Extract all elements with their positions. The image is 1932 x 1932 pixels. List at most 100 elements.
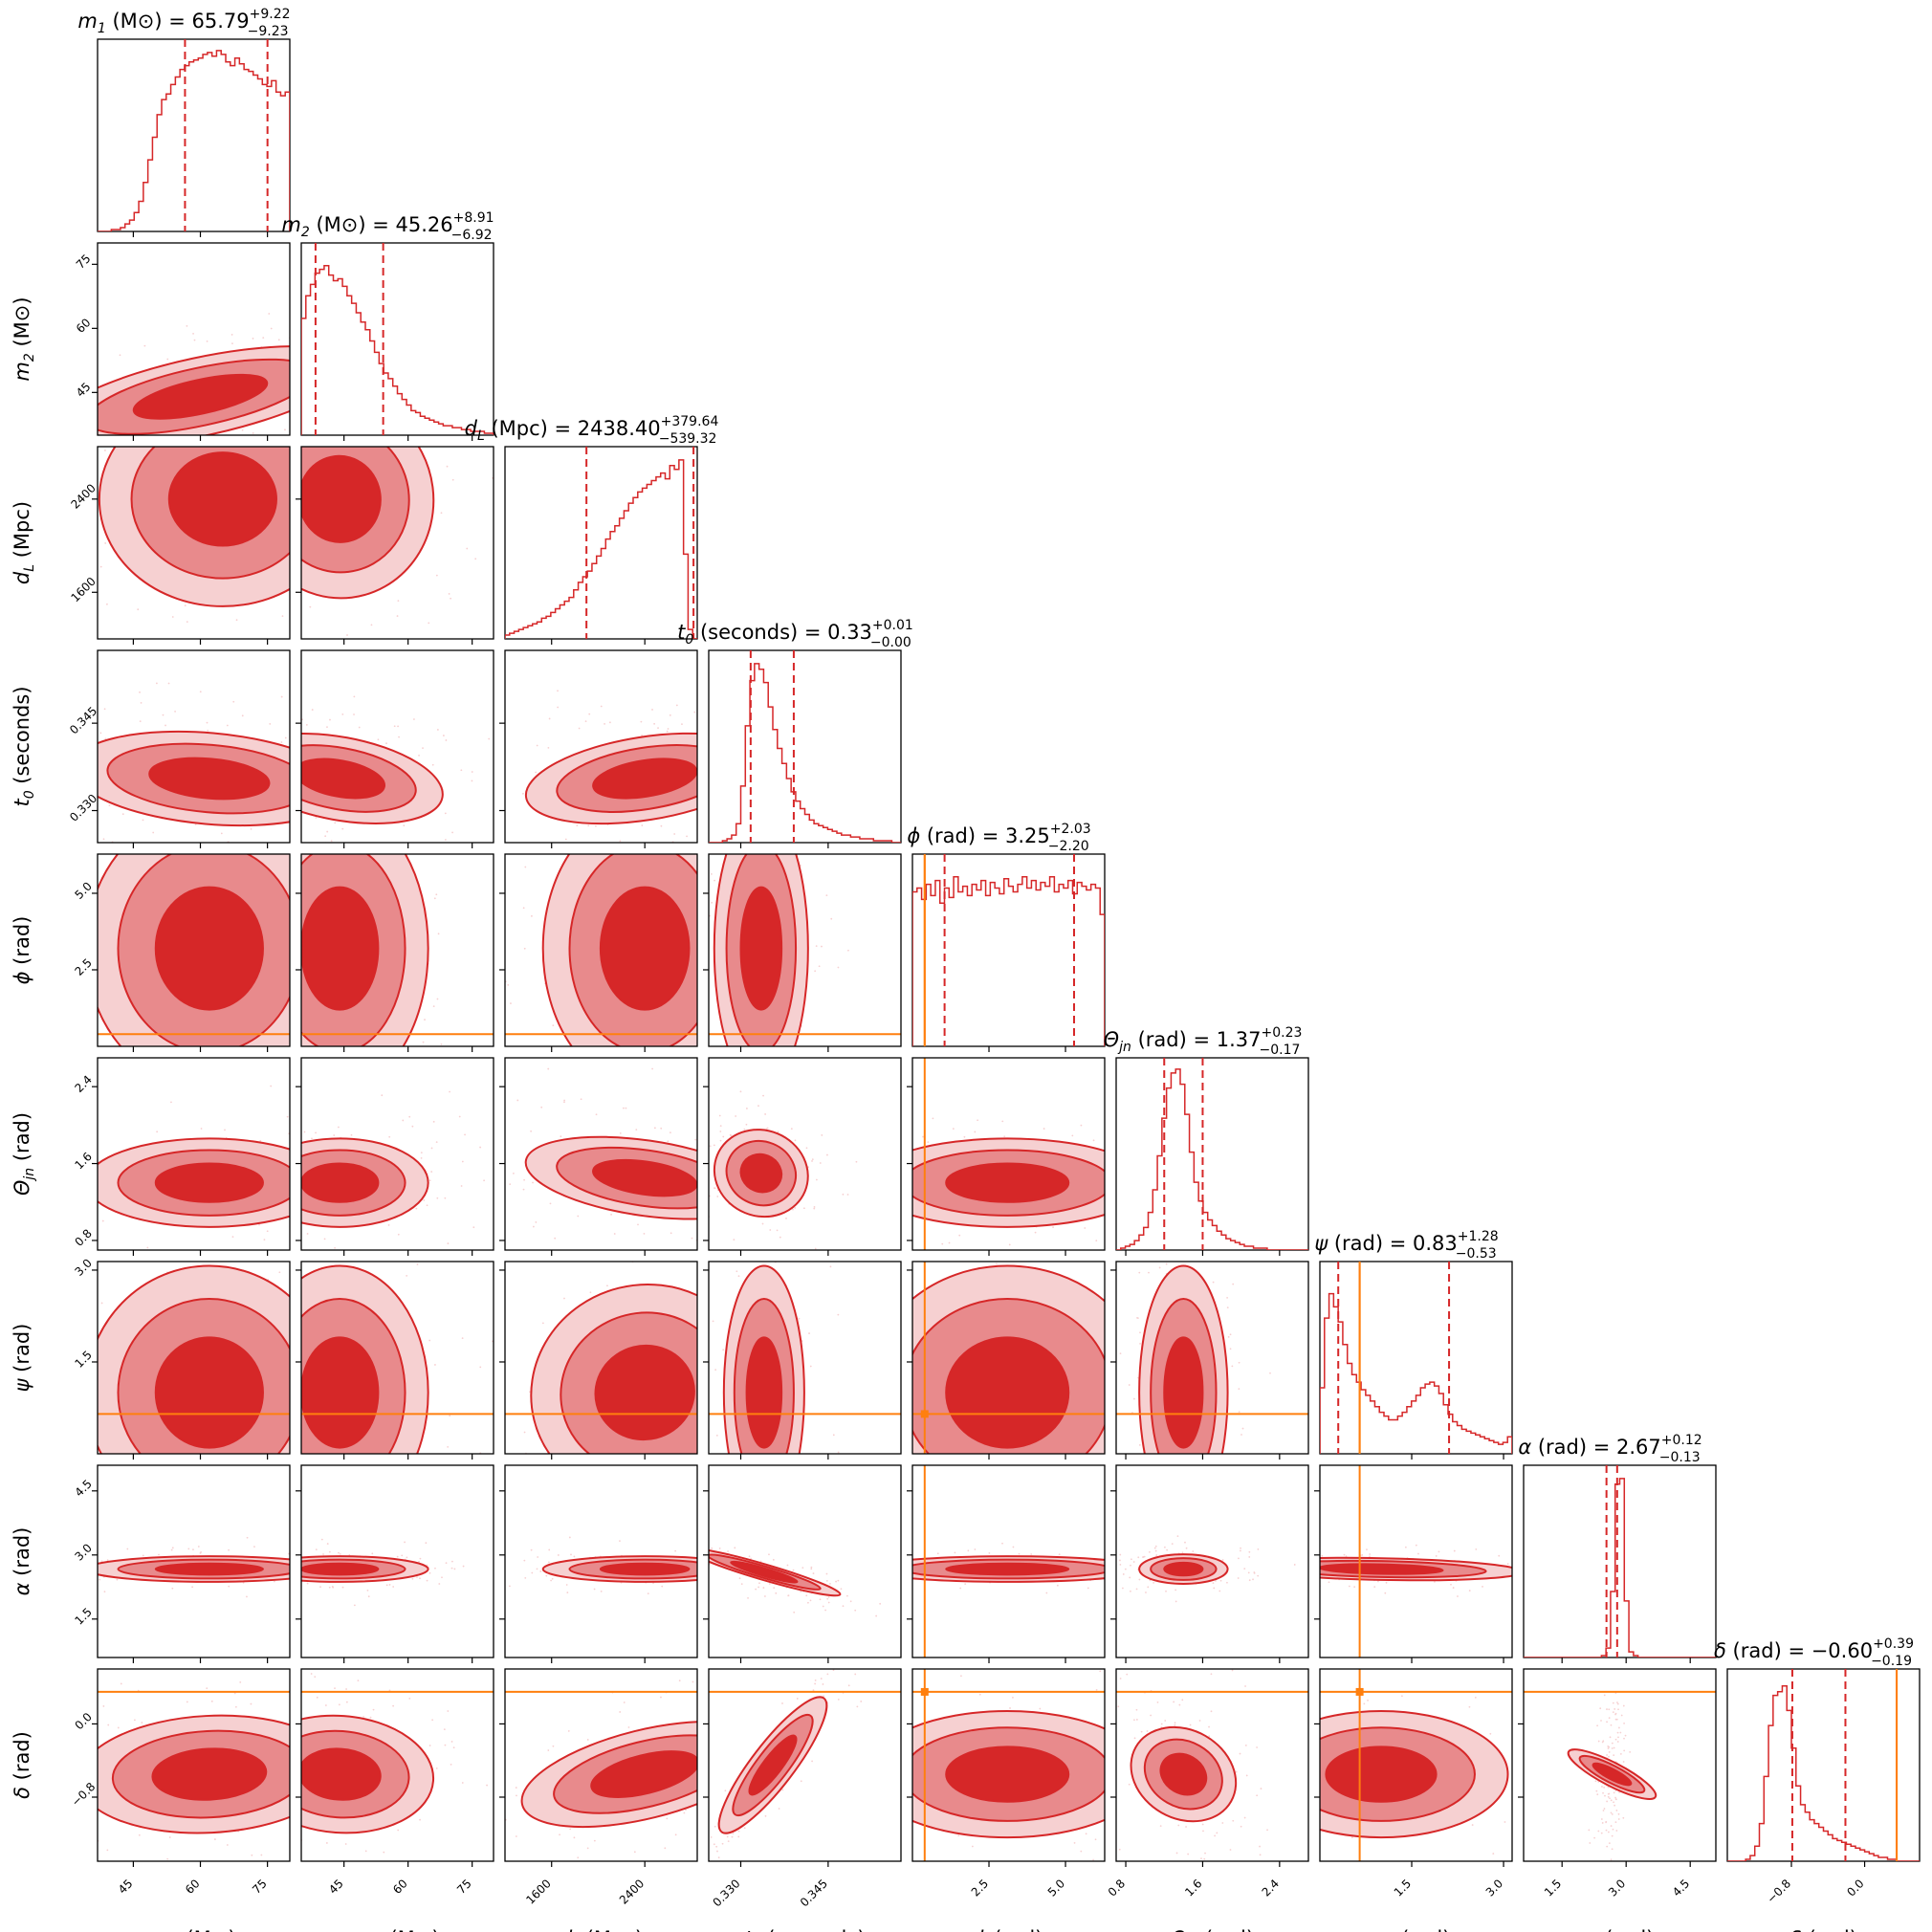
- sample-point: [831, 1451, 833, 1453]
- sample-point: [805, 1594, 808, 1597]
- sample-point: [1244, 1745, 1247, 1746]
- sample-point: [1237, 1577, 1240, 1579]
- sample-point: [664, 1847, 667, 1850]
- sample-point: [739, 1478, 741, 1480]
- sample-point: [620, 1047, 622, 1049]
- sample-point: [424, 1019, 426, 1021]
- sample-point: [281, 615, 284, 618]
- sample-point: [82, 1566, 84, 1568]
- sample-point: [292, 756, 294, 757]
- sample-point: [830, 1239, 832, 1240]
- sample-point: [660, 1127, 663, 1130]
- sample-point: [536, 1568, 538, 1570]
- sample-point: [701, 1549, 703, 1551]
- sample-point: [785, 1218, 787, 1219]
- sample-point: [852, 1190, 854, 1192]
- sample-point: [773, 1595, 775, 1597]
- sample-point: [1248, 1550, 1251, 1553]
- sample-point: [92, 1418, 94, 1420]
- sample-point: [766, 1052, 768, 1054]
- sample-point: [563, 1297, 565, 1300]
- sample-point: [1274, 1572, 1276, 1574]
- sample-point: [763, 1559, 765, 1561]
- sample-point: [698, 766, 700, 768]
- sample-point: [824, 1234, 826, 1236]
- sample-point: [1220, 1228, 1222, 1230]
- sample-point: [654, 1543, 656, 1545]
- sample-point: [783, 1608, 785, 1610]
- sample-point: [951, 1530, 953, 1532]
- sample-point: [1119, 1566, 1121, 1568]
- sample-point: [832, 1434, 835, 1437]
- sample-point: [724, 1073, 726, 1075]
- sample-point: [596, 1518, 598, 1520]
- sample-point: [46, 1219, 48, 1221]
- sample-point: [369, 1716, 372, 1719]
- sample-point: [834, 1255, 836, 1257]
- sample-point: [214, 436, 216, 438]
- sample-point: [283, 439, 285, 441]
- sample-point: [1276, 1583, 1278, 1585]
- sample-point: [794, 847, 796, 849]
- sample-point: [713, 987, 714, 989]
- sample-point: [788, 1233, 790, 1235]
- sample-point: [1159, 1825, 1162, 1828]
- sample-point: [259, 1139, 262, 1142]
- sample-point: [326, 1543, 329, 1545]
- sample-point: [718, 729, 720, 731]
- sample-point: [807, 1601, 809, 1604]
- sample-point: [810, 1568, 813, 1570]
- sample-point: [1232, 1570, 1234, 1572]
- sample-point: [889, 1560, 891, 1562]
- sample-point: [669, 1519, 670, 1521]
- sample-point: [448, 593, 450, 595]
- sample-point: [294, 1328, 296, 1329]
- sample-point: [319, 1586, 321, 1589]
- sample-point: [1189, 1723, 1192, 1726]
- sample-point: [753, 795, 755, 797]
- sample-point: [1135, 1194, 1137, 1196]
- sample-point: [5, 439, 7, 441]
- sample-point: [716, 1540, 718, 1542]
- sample-point: [296, 1170, 297, 1172]
- sample-point: [296, 484, 298, 486]
- sample-point: [857, 1596, 859, 1598]
- sample-point: [1506, 1563, 1509, 1566]
- sample-point: [1226, 1862, 1228, 1864]
- sample-point: [490, 1038, 492, 1040]
- sample-point: [721, 1842, 724, 1845]
- sample-point: [1050, 1504, 1052, 1505]
- sample-point: [1122, 1367, 1124, 1369]
- sample-point: [686, 1079, 688, 1081]
- sample-point: [1080, 1850, 1083, 1853]
- sample-point: [1187, 1111, 1189, 1113]
- sample-point: [304, 845, 306, 847]
- sample-point: [1185, 1228, 1187, 1230]
- sample-point: [51, 495, 53, 497]
- sample-point: [1045, 1471, 1047, 1473]
- sample-point: [298, 1548, 300, 1549]
- sample-point: [619, 1131, 622, 1134]
- sample-point: [346, 305, 348, 307]
- sample-point: [1457, 1595, 1459, 1597]
- sample-point: [511, 1426, 513, 1428]
- sample-point: [1108, 1565, 1109, 1567]
- sample-point: [780, 1077, 782, 1079]
- sample-point: [470, 1831, 472, 1833]
- sample-point: [372, 1135, 374, 1137]
- sample-point: [812, 1689, 815, 1692]
- sample-point: [735, 1115, 737, 1117]
- sample-point: [718, 1222, 720, 1224]
- sample-point: [241, 1548, 243, 1549]
- sample-point: [578, 727, 581, 730]
- panel-2d-theta-psi: [1119, 1228, 1271, 1454]
- sample-point: [1160, 1586, 1162, 1588]
- sample-point: [778, 1808, 780, 1810]
- sample-point: [562, 858, 564, 860]
- sample-point: [804, 1767, 806, 1769]
- sample-point: [577, 1215, 580, 1218]
- sample-point: [1068, 1707, 1070, 1709]
- sample-point: [1126, 1673, 1129, 1676]
- sample-point: [894, 1570, 896, 1571]
- sample-point: [1109, 1708, 1110, 1710]
